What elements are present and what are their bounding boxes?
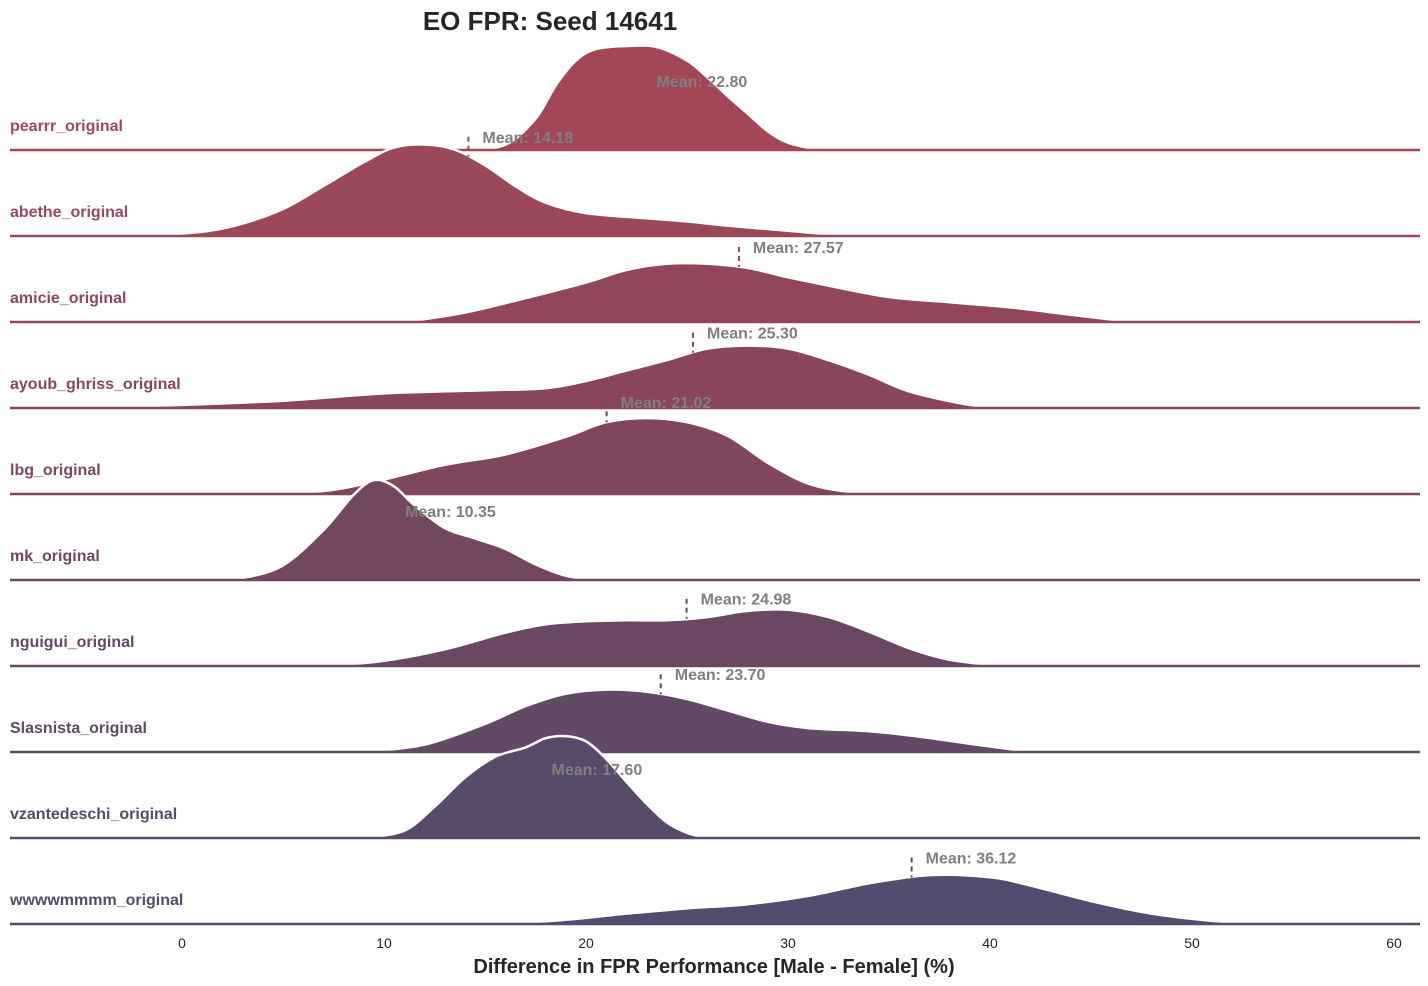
series-label: wwwwmmmm_original	[9, 892, 183, 909]
series-label: abethe_original	[10, 204, 128, 221]
ridge-row: Mean: 22.80 pearrr_original	[10, 44, 1420, 152]
mean-label: Mean: 22.80	[657, 74, 748, 91]
mean-label: Mean: 23.70	[675, 667, 766, 684]
density-area	[363, 689, 1031, 752]
chart-title: EO FPR: Seed 14641	[423, 6, 677, 36]
mean-label: Mean: 36.12	[926, 851, 1017, 868]
x-tick-label: 50	[1184, 935, 1200, 951]
x-tick-label: 60	[1386, 935, 1402, 951]
density-outline	[363, 734, 708, 840]
series-label: Slasnista_original	[10, 720, 147, 737]
mean-label: Mean: 17.60	[552, 762, 643, 779]
density-outline	[323, 608, 1001, 668]
x-tick-label: 40	[982, 935, 998, 951]
series-label: vzantedeschi_original	[10, 806, 177, 823]
mean-label: Mean: 27.57	[753, 240, 844, 257]
density-area	[283, 418, 879, 494]
ridge-row: Mean: 25.30 ayoub_ghriss_original	[10, 326, 1420, 410]
ridge-row: Mean: 23.70 Slasnista_original	[10, 667, 1420, 754]
density-outline	[141, 143, 849, 238]
series-label: lbg_original	[10, 462, 101, 479]
series-label: ayoub_ghriss_original	[10, 376, 181, 393]
x-tick-label: 20	[578, 935, 594, 951]
density-outline	[464, 44, 819, 152]
density-area	[81, 345, 1011, 408]
density-outline	[404, 261, 1132, 324]
density-area	[212, 479, 597, 580]
mean-label: Mean: 21.02	[621, 395, 712, 412]
density-area	[505, 874, 1263, 924]
mean-label: Mean: 10.35	[405, 504, 496, 521]
series-label: amicie_original	[10, 290, 127, 307]
ridge-row: Mean: 21.02 lbg_original	[10, 395, 1420, 496]
series-label: nguigui_original	[10, 634, 134, 651]
density-outline	[80, 344, 1011, 410]
mean-label: Mean: 25.30	[707, 326, 798, 343]
density-area	[363, 735, 708, 838]
ridge-row: Mean: 10.35 mk_original	[10, 478, 1420, 582]
mean-label: Mean: 14.18	[482, 130, 573, 147]
ridges-layer: Mean: 22.80 pearrr_original Mean: 14.18 abe…	[9, 44, 1420, 926]
series-label: pearrr_original	[10, 118, 123, 135]
ridge-row: Mean: 14.18 abethe_original	[10, 130, 1420, 238]
x-axis-label: Difference in FPR Performance [Male - Fe…	[473, 956, 954, 978]
density-outline	[363, 688, 1031, 754]
series-label: mk_original	[10, 548, 100, 565]
ridge-row: Mean: 17.60 vzantedeschi_original	[10, 734, 1420, 840]
density-outline	[505, 873, 1263, 926]
density-area	[404, 263, 1132, 322]
x-tick-label: 10	[376, 935, 392, 951]
density-area	[141, 144, 849, 236]
ticks-layer: 0 10 20 30 40 50 60	[178, 935, 1402, 951]
mean-label: Mean: 24.98	[701, 592, 792, 609]
density-outline	[282, 416, 879, 496]
density-area	[464, 45, 819, 151]
density-outline	[212, 478, 597, 582]
ridge-row: Mean: 24.98 nguigui_original	[10, 592, 1420, 668]
x-tick-label: 30	[780, 935, 796, 951]
density-area	[323, 609, 1001, 666]
ridge-row: Mean: 27.57 amicie_original	[10, 240, 1420, 324]
ridge-row: Mean: 36.12 wwwwmmmm_original	[9, 851, 1420, 926]
x-tick-label: 0	[178, 935, 186, 951]
